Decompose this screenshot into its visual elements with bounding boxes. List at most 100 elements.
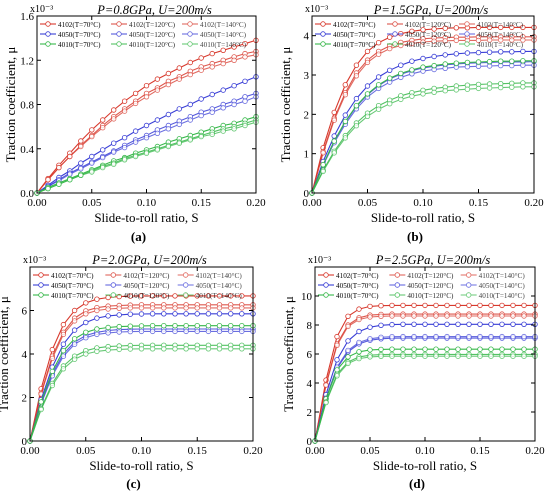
data-point: [486, 58, 493, 65]
data-series: [312, 321, 538, 444]
data-point: [466, 313, 472, 319]
legend-item: 4102(T=70°C): [33, 272, 94, 280]
data-series: [27, 323, 256, 444]
data-point: [334, 357, 340, 363]
data-point: [83, 311, 89, 317]
data-point: [99, 164, 106, 171]
data-point: [433, 353, 439, 359]
data-point: [510, 333, 516, 340]
data-point: [345, 360, 351, 367]
data-point: [378, 322, 384, 328]
data-point: [477, 346, 483, 352]
x-tick-label: 0.00: [20, 445, 40, 457]
data-point: [176, 76, 182, 82]
data-point: [422, 346, 428, 352]
data-point: [422, 333, 428, 340]
legend-item: 4050(T=140°C): [177, 282, 242, 290]
data-point: [356, 349, 362, 355]
legend-item: 4010(T=120°C): [111, 41, 176, 49]
data-point: [60, 348, 67, 354]
data-point: [453, 87, 459, 93]
data-point: [353, 73, 360, 79]
legend-marker: [464, 21, 470, 27]
legend-marker: [465, 282, 472, 288]
data-point: [161, 328, 167, 335]
data-point: [364, 83, 371, 89]
data-point: [334, 373, 340, 379]
data-point: [172, 328, 178, 335]
data-point: [127, 293, 133, 299]
data-point: [154, 117, 161, 123]
data-point: [176, 106, 182, 112]
data-point: [209, 64, 215, 70]
data-point: [110, 149, 117, 155]
data-point: [466, 353, 472, 359]
legend-label: 4010(T=70°C): [336, 292, 379, 300]
data-point: [116, 329, 122, 335]
data-point: [138, 323, 145, 329]
legend-item: 4050(T=70°C): [318, 282, 379, 290]
data-point: [342, 91, 348, 98]
data-point: [138, 311, 145, 317]
data-point: [411, 346, 417, 352]
data-point: [345, 323, 351, 330]
legend-item: 4102(T=140°C): [182, 21, 247, 29]
data-point: [99, 124, 106, 131]
data-point: [89, 133, 95, 140]
legend-item: 4010(T=120°C): [389, 292, 454, 300]
legend-label: 4102(T=70°C): [336, 272, 379, 280]
data-point: [455, 302, 461, 309]
data-point: [510, 353, 516, 359]
legend-label: 4050(T=70°C): [51, 282, 94, 290]
legend-item: 4050(T=140°C): [182, 31, 247, 39]
legend-marker: [394, 292, 401, 298]
legend-label: 4010(T=140°C): [479, 292, 526, 300]
data-point: [121, 157, 128, 163]
data-point: [227, 305, 234, 311]
legend-item: 4010(T=70°C): [315, 41, 376, 49]
data-point: [78, 172, 84, 178]
data-point: [486, 63, 493, 69]
data-point: [60, 366, 67, 372]
legend-label: 4010(T=140°C): [200, 41, 247, 49]
data-point: [194, 323, 200, 329]
data-point: [510, 313, 516, 319]
data-point: [242, 94, 248, 100]
data-point: [116, 312, 122, 318]
data-point: [488, 353, 494, 359]
data-point: [378, 353, 384, 359]
legend-marker: [323, 272, 329, 278]
data-point: [367, 303, 373, 310]
data-point: [220, 47, 226, 53]
data-point: [364, 48, 371, 55]
data-point: [466, 333, 472, 340]
legend-item: 4050(T=140°C): [460, 282, 526, 290]
chart-panel: 0.00 0.05 0.10 0.15 0.20 0.0 0.4 0.8 1.2 1.6x10⁻³…: [3, 3, 266, 244]
y-tick-label: 2: [304, 109, 310, 121]
data-point: [320, 161, 326, 168]
x-tick-label: 0.20: [246, 197, 266, 209]
data-point: [356, 316, 362, 323]
data-point: [71, 341, 78, 347]
legend-label: 4010(T=70°C): [58, 41, 101, 49]
data-point: [60, 341, 67, 347]
data-point: [375, 106, 382, 112]
chart-title: P=2.0GPa, U=200m/s: [91, 253, 207, 267]
data-point: [520, 62, 526, 68]
y-scale-label: x10⁻³: [305, 4, 328, 15]
data-point: [409, 67, 415, 73]
data-point: [442, 38, 448, 44]
legend-label: 4050(T=140°C): [479, 282, 526, 290]
x-tick-label: 0.05: [82, 197, 102, 209]
legend-label: 4102(T=140°C): [477, 21, 524, 29]
data-point: [367, 347, 373, 353]
data-point: [49, 368, 55, 375]
data-point: [165, 111, 172, 118]
chart-title: P=2.5GPa, U=200m/s: [375, 253, 491, 267]
data-point: [149, 346, 156, 352]
data-point: [132, 153, 139, 160]
data-point: [420, 91, 426, 97]
data-point: [209, 91, 215, 98]
legend-label: 4010(T=120°C): [407, 292, 454, 300]
